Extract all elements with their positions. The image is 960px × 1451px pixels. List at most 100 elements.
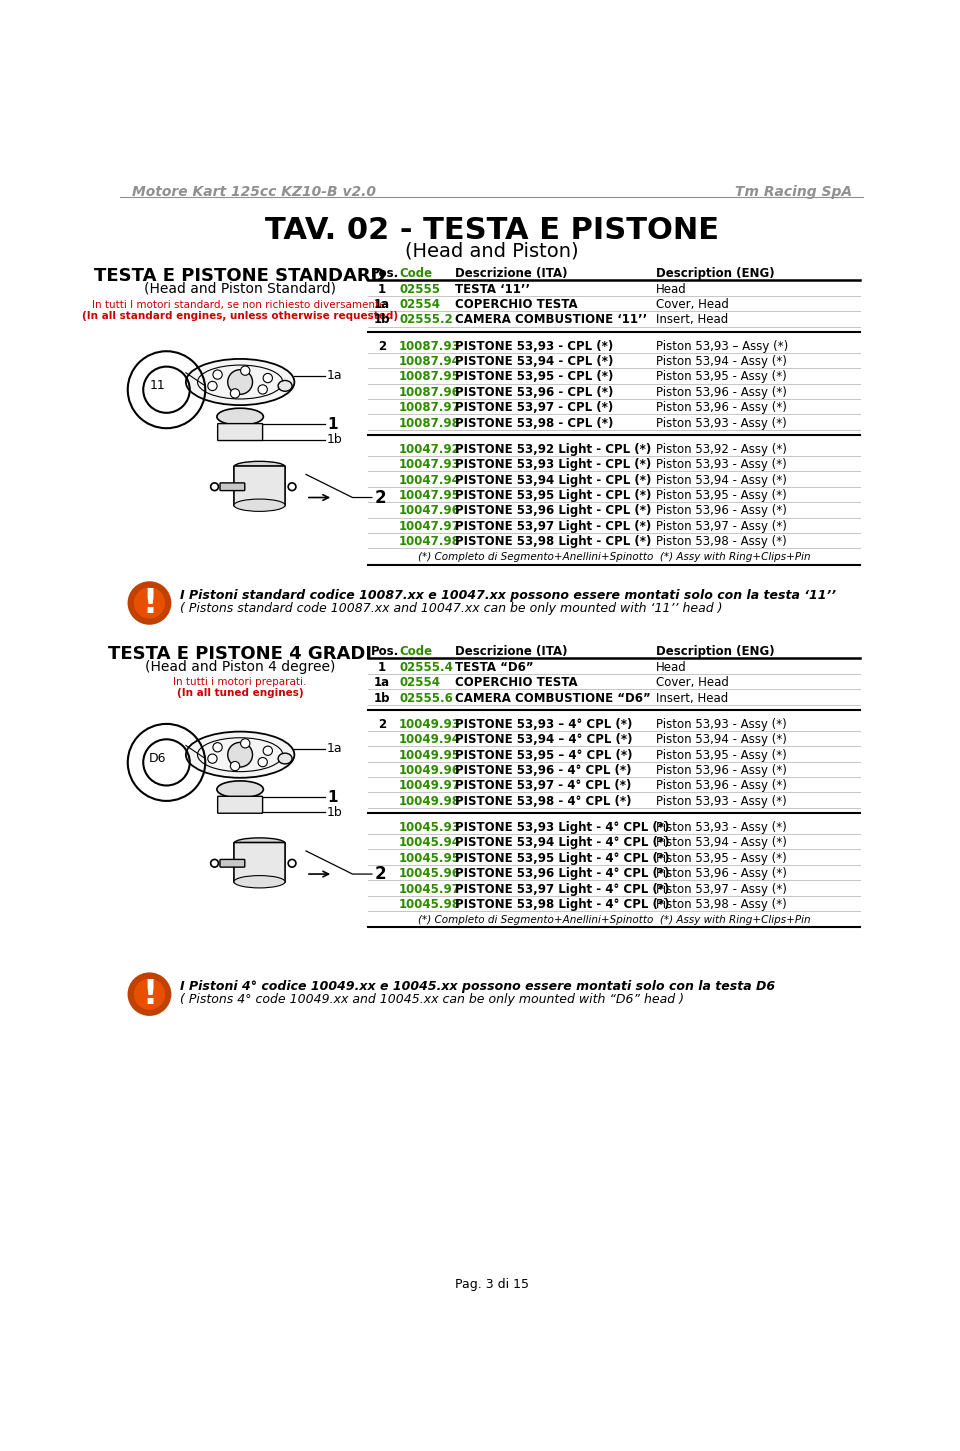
Circle shape xyxy=(213,743,222,752)
Text: 10047.95: 10047.95 xyxy=(399,489,461,502)
Text: 02555.2: 02555.2 xyxy=(399,313,453,326)
FancyBboxPatch shape xyxy=(218,797,263,813)
Text: Piston 53,96 - Assy (*): Piston 53,96 - Assy (*) xyxy=(657,386,787,399)
Text: 02555: 02555 xyxy=(399,283,440,296)
Circle shape xyxy=(263,746,273,756)
Text: Piston 53,94 - Assy (*): Piston 53,94 - Assy (*) xyxy=(657,355,787,369)
Ellipse shape xyxy=(186,731,295,778)
FancyBboxPatch shape xyxy=(234,466,285,506)
Text: Piston 53,96 - Assy (*): Piston 53,96 - Assy (*) xyxy=(657,779,787,792)
Text: Piston 53,93 – Assy (*): Piston 53,93 – Assy (*) xyxy=(657,340,788,353)
Text: PISTONE 53,92 Light - CPL (*): PISTONE 53,92 Light - CPL (*) xyxy=(455,443,651,456)
Text: Piston 53,95 - Assy (*): Piston 53,95 - Assy (*) xyxy=(657,370,787,383)
Text: TAV. 02 - TESTA E PISTONE: TAV. 02 - TESTA E PISTONE xyxy=(265,216,719,245)
Text: 10049.98: 10049.98 xyxy=(399,795,461,808)
Text: 10049.93: 10049.93 xyxy=(399,718,461,731)
Text: TESTA E PISTONE STANDARD: TESTA E PISTONE STANDARD xyxy=(94,267,386,284)
Text: Cover, Head: Cover, Head xyxy=(657,676,730,689)
Text: 10047.93: 10047.93 xyxy=(399,459,461,472)
Text: COPERCHIO TESTA: COPERCHIO TESTA xyxy=(455,676,577,689)
Text: 1a: 1a xyxy=(373,297,390,311)
Text: 1b: 1b xyxy=(327,434,343,447)
Circle shape xyxy=(228,743,252,768)
Text: Piston 53,97 - Assy (*): Piston 53,97 - Assy (*) xyxy=(657,519,787,533)
Text: In tutti I motori standard, se non richiesto diversamente.: In tutti I motori standard, se non richi… xyxy=(92,299,389,309)
Text: 10047.96: 10047.96 xyxy=(399,505,461,518)
Text: (*) Completo di Segmento+Anellini+Spinotto  (*) Assy with Ring+Clips+Pin: (*) Completo di Segmento+Anellini+Spinot… xyxy=(418,553,810,562)
Ellipse shape xyxy=(234,499,285,511)
Circle shape xyxy=(241,366,250,376)
Text: 1a: 1a xyxy=(373,676,390,689)
Text: CAMERA COMBUSTIONE “D6”: CAMERA COMBUSTIONE “D6” xyxy=(455,692,651,705)
Text: 1a: 1a xyxy=(327,741,343,755)
FancyBboxPatch shape xyxy=(218,424,263,441)
Text: Piston 53,96 - Assy (*): Piston 53,96 - Assy (*) xyxy=(657,868,787,881)
Text: Piston 53,92 - Assy (*): Piston 53,92 - Assy (*) xyxy=(657,443,787,456)
Text: 10045.95: 10045.95 xyxy=(399,852,461,865)
Text: (Head and Piston): (Head and Piston) xyxy=(405,242,579,261)
Text: In tutti i motori preparati.: In tutti i motori preparati. xyxy=(174,678,307,686)
Text: PISTONE 53,98 Light - CPL (*): PISTONE 53,98 Light - CPL (*) xyxy=(455,535,651,548)
Text: Cover, Head: Cover, Head xyxy=(657,297,730,311)
Text: Piston 53,98 - Assy (*): Piston 53,98 - Assy (*) xyxy=(657,898,787,911)
Text: I Pistoni 4° codice 10049.xx e 10045.xx possono essere montati solo con la testa: I Pistoni 4° codice 10049.xx e 10045.xx … xyxy=(180,981,776,994)
Text: Piston 53,93 - Assy (*): Piston 53,93 - Assy (*) xyxy=(657,718,787,731)
Text: 10087.95: 10087.95 xyxy=(399,370,461,383)
Text: 2: 2 xyxy=(378,340,386,353)
Text: Piston 53,98 - Assy (*): Piston 53,98 - Assy (*) xyxy=(657,535,787,548)
Circle shape xyxy=(207,382,217,390)
FancyBboxPatch shape xyxy=(220,859,245,868)
Text: 10045.96: 10045.96 xyxy=(399,868,461,881)
Text: PISTONE 53,95 – 4° CPL (*): PISTONE 53,95 – 4° CPL (*) xyxy=(455,749,633,762)
Text: PISTONE 53,93 Light - CPL (*): PISTONE 53,93 Light - CPL (*) xyxy=(455,459,651,472)
Ellipse shape xyxy=(186,358,295,405)
Text: 02554: 02554 xyxy=(399,676,440,689)
Circle shape xyxy=(241,739,250,747)
Ellipse shape xyxy=(234,837,285,849)
Text: 10045.97: 10045.97 xyxy=(399,882,461,895)
Text: PISTONE 53,98 Light - 4° CPL (*): PISTONE 53,98 Light - 4° CPL (*) xyxy=(455,898,669,911)
Text: !: ! xyxy=(142,978,157,1011)
Text: 1: 1 xyxy=(378,660,386,673)
Text: TESTA “D6”: TESTA “D6” xyxy=(455,660,534,673)
Text: COPERCHIO TESTA: COPERCHIO TESTA xyxy=(455,297,577,311)
Text: 10087.97: 10087.97 xyxy=(399,402,461,415)
Text: PISTONE 53,96 Light - CPL (*): PISTONE 53,96 Light - CPL (*) xyxy=(455,505,651,518)
Text: 10049.95: 10049.95 xyxy=(399,749,461,762)
Text: (In all tuned engines): (In all tuned engines) xyxy=(177,688,303,698)
Text: PISTONE 53,98 - 4° CPL (*): PISTONE 53,98 - 4° CPL (*) xyxy=(455,795,632,808)
Ellipse shape xyxy=(278,753,292,763)
Circle shape xyxy=(263,373,273,383)
Circle shape xyxy=(258,385,267,395)
Text: 02554: 02554 xyxy=(399,297,440,311)
Text: (*) Completo di Segmento+Anellini+Spinotto  (*) Assy with Ring+Clips+Pin: (*) Completo di Segmento+Anellini+Spinot… xyxy=(418,916,810,924)
Text: Piston 53,95 - Assy (*): Piston 53,95 - Assy (*) xyxy=(657,852,787,865)
Ellipse shape xyxy=(234,875,285,888)
Text: 10087.98: 10087.98 xyxy=(399,416,461,429)
Text: Piston 53,96 - Assy (*): Piston 53,96 - Assy (*) xyxy=(657,402,787,415)
Text: PISTONE 53,93 Light - 4° CPL (*): PISTONE 53,93 Light - 4° CPL (*) xyxy=(455,821,669,834)
Text: 10047.98: 10047.98 xyxy=(399,535,461,548)
Text: Piston 53,93 - Assy (*): Piston 53,93 - Assy (*) xyxy=(657,459,787,472)
Text: PISTONE 53,94 Light - 4° CPL (*): PISTONE 53,94 Light - 4° CPL (*) xyxy=(455,836,669,849)
Text: Piston 53,93 - Assy (*): Piston 53,93 - Assy (*) xyxy=(657,416,787,429)
Circle shape xyxy=(130,974,170,1014)
Text: Piston 53,96 - Assy (*): Piston 53,96 - Assy (*) xyxy=(657,505,787,518)
Text: Description (ENG): Description (ENG) xyxy=(657,267,775,280)
Text: 1: 1 xyxy=(327,789,337,804)
Text: 10045.93: 10045.93 xyxy=(399,821,461,834)
Text: TESTA ‘11’’: TESTA ‘11’’ xyxy=(455,283,530,296)
FancyBboxPatch shape xyxy=(220,483,245,490)
Circle shape xyxy=(207,755,217,763)
Text: Descrizione (ITA): Descrizione (ITA) xyxy=(455,646,567,659)
Text: 1a: 1a xyxy=(327,370,343,383)
Text: Head: Head xyxy=(657,660,687,673)
Text: 2: 2 xyxy=(374,865,386,884)
Text: Pag. 3 di 15: Pag. 3 di 15 xyxy=(455,1277,529,1290)
Text: PISTONE 53,96 Light - 4° CPL (*): PISTONE 53,96 Light - 4° CPL (*) xyxy=(455,868,669,881)
Text: 10045.94: 10045.94 xyxy=(399,836,461,849)
Text: 2: 2 xyxy=(378,718,386,731)
Circle shape xyxy=(230,389,240,398)
Text: Descrizione (ITA): Descrizione (ITA) xyxy=(455,267,567,280)
Text: 10087.94: 10087.94 xyxy=(399,355,461,369)
